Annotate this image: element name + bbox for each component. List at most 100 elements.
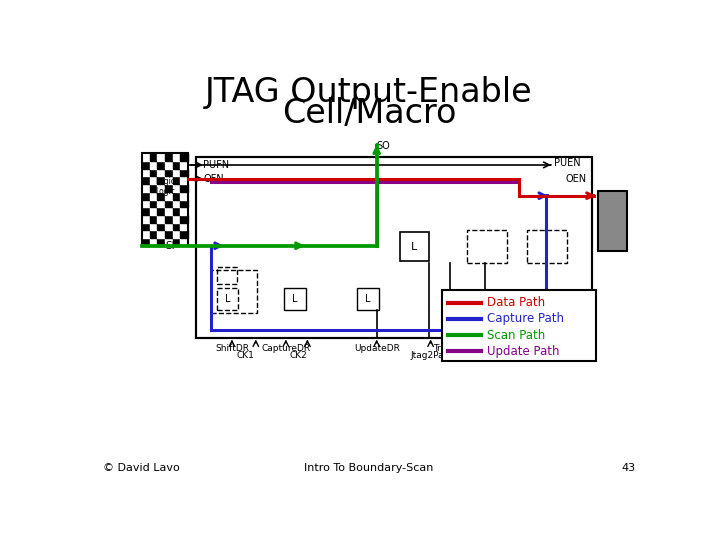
Bar — [157, 192, 165, 200]
Bar — [180, 200, 188, 207]
Bar — [142, 161, 150, 168]
Bar — [150, 161, 157, 168]
Text: Logic: Logic — [155, 187, 175, 197]
Bar — [142, 200, 150, 207]
Text: 43: 43 — [621, 463, 636, 473]
Bar — [150, 200, 157, 207]
Bar — [180, 192, 188, 200]
Text: UpdateDR: UpdateDR — [354, 343, 400, 353]
Text: Logic: Logic — [155, 177, 175, 186]
Bar — [284, 288, 306, 309]
Bar — [142, 231, 150, 238]
Bar — [527, 231, 567, 262]
Text: Scan Path: Scan Path — [487, 328, 545, 342]
Bar — [196, 157, 593, 338]
Text: Cell/Macro: Cell/Macro — [282, 97, 456, 130]
Bar — [157, 215, 165, 222]
Bar — [142, 168, 150, 177]
Text: © David Lavo: © David Lavo — [102, 463, 179, 473]
Bar — [150, 238, 157, 246]
Bar — [157, 153, 165, 161]
Bar — [165, 222, 173, 231]
Bar — [150, 222, 157, 231]
Text: JTAG Output-Enable: JTAG Output-Enable — [205, 76, 533, 109]
Bar — [142, 222, 150, 231]
Bar — [157, 238, 165, 246]
Text: CK1: CK1 — [237, 351, 255, 360]
Bar — [150, 231, 157, 238]
Bar — [442, 291, 596, 361]
Bar — [173, 184, 180, 192]
Text: Update Path: Update Path — [487, 345, 559, 357]
Bar — [142, 153, 150, 161]
Bar — [173, 168, 180, 177]
Text: SI: SI — [165, 241, 174, 251]
Bar — [467, 231, 507, 262]
Text: L: L — [292, 294, 298, 304]
Text: L: L — [225, 294, 230, 304]
Bar — [400, 232, 429, 261]
Bar — [142, 207, 150, 215]
Bar — [217, 288, 238, 309]
Bar — [357, 288, 379, 309]
Text: L: L — [366, 294, 371, 304]
Bar — [180, 238, 188, 246]
Text: PUFN: PUFN — [204, 160, 230, 170]
Bar — [165, 184, 173, 192]
Text: Data Path: Data Path — [487, 296, 545, 309]
Bar — [180, 161, 188, 168]
Text: PUEN: PUEN — [554, 158, 580, 167]
Bar — [180, 222, 188, 231]
Text: Capture Path: Capture Path — [487, 313, 564, 326]
Bar — [165, 200, 173, 207]
Bar — [211, 271, 257, 313]
Bar — [150, 184, 157, 192]
Bar — [165, 238, 173, 246]
Bar — [173, 200, 180, 207]
Bar — [150, 168, 157, 177]
Bar — [157, 222, 165, 231]
Bar — [165, 215, 173, 222]
Bar — [173, 222, 180, 231]
Bar — [150, 177, 157, 184]
Text: Jtag2Pad: Jtag2Pad — [411, 351, 450, 360]
Bar — [173, 238, 180, 246]
Bar — [157, 161, 165, 168]
Bar — [180, 207, 188, 215]
Bar — [157, 168, 165, 177]
Bar — [142, 153, 188, 246]
Bar — [165, 192, 173, 200]
Bar — [157, 200, 165, 207]
Bar — [157, 177, 165, 184]
Bar — [142, 192, 150, 200]
Bar — [142, 177, 150, 184]
Bar — [142, 215, 150, 222]
Bar — [173, 161, 180, 168]
Bar — [173, 207, 180, 215]
Bar — [217, 267, 237, 284]
Bar — [165, 161, 173, 168]
Text: CaptureDR: CaptureDR — [261, 343, 310, 353]
Bar — [157, 207, 165, 215]
Bar — [150, 192, 157, 200]
Bar — [173, 231, 180, 238]
Bar — [173, 215, 180, 222]
Bar — [150, 153, 157, 161]
Bar — [157, 231, 165, 238]
Text: PullDisable: PullDisable — [459, 351, 510, 360]
Bar — [180, 231, 188, 238]
Text: OEN: OEN — [565, 174, 587, 184]
Text: L: L — [411, 241, 418, 252]
Text: Intro To Boundary-Scan: Intro To Boundary-Scan — [305, 463, 433, 473]
Bar — [165, 153, 173, 161]
Bar — [180, 215, 188, 222]
Bar — [173, 177, 180, 184]
Bar — [173, 192, 180, 200]
Bar — [142, 184, 150, 192]
Bar — [157, 184, 165, 192]
Bar — [142, 238, 150, 246]
Bar — [180, 153, 188, 161]
Text: CK2: CK2 — [289, 351, 307, 360]
Bar — [165, 168, 173, 177]
Bar — [180, 168, 188, 177]
